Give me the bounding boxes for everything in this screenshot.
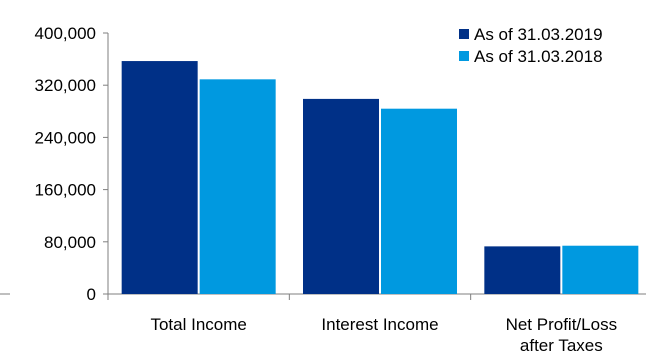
y-axis: 0 80,000 160,000 240,000 320,000 400,000 (35, 24, 109, 304)
x-category-label: Net Profit/Loss (506, 315, 618, 334)
legend-label: As of 31.03.2019 (474, 25, 603, 44)
bars (121, 61, 639, 295)
y-tick-label: 240,000 (35, 128, 96, 147)
y-tick-label: 160,000 (35, 181, 96, 200)
legend[interactable]: As of 31.03.2019 As of 31.03.2018 (459, 25, 603, 66)
bar-interest-income-series-1[interactable] (303, 98, 379, 294)
y-tick-label: 400,000 (35, 24, 96, 43)
y-tick-label: 0 (87, 285, 96, 304)
bar-total-income-series-2[interactable] (199, 79, 276, 294)
y-tick-label: 80,000 (44, 233, 96, 252)
legend-swatch (459, 51, 469, 61)
y-tick-label: 320,000 (35, 76, 96, 95)
x-category-label: Interest Income (321, 315, 438, 334)
bar-net-profit-loss-after-taxes-series-1[interactable] (484, 246, 561, 294)
category-labels: Total Income Interest Income Net Profit/Lo… (150, 315, 617, 352)
x-category-label: after Taxes (520, 336, 603, 352)
legend-label: As of 31.03.2018 (474, 47, 603, 66)
x-category-label: Total Income (150, 315, 246, 334)
bar-total-income-series-1[interactable] (121, 61, 198, 295)
x-axis (0, 293, 646, 300)
bar-interest-income-series-2[interactable] (381, 108, 457, 294)
legend-swatch (459, 29, 469, 39)
bar-net-profit-loss-after-taxes-series-2[interactable] (562, 245, 639, 294)
